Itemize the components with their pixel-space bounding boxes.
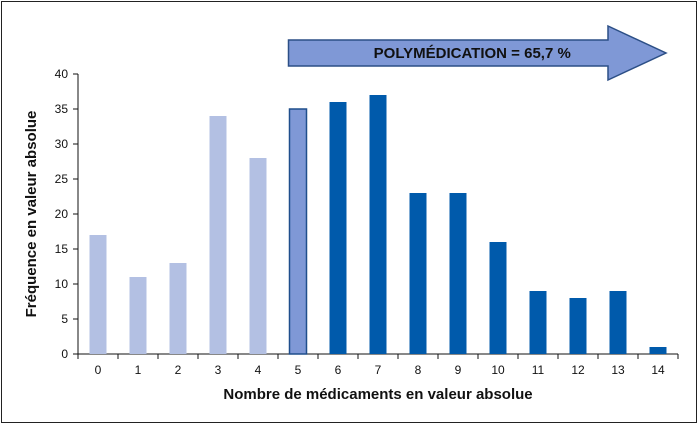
y-tick-label: 35: [55, 102, 69, 116]
bar: [329, 102, 347, 354]
y-axis: 0 5 10 15 20 25 30 35 40: [55, 67, 79, 361]
bar: [288, 108, 308, 355]
x-tick-label: 4: [255, 363, 262, 377]
x-axis: 0 1 2 3 4 5 6 7 8 9 10 11 12 13 14: [77, 353, 679, 377]
bar: [489, 242, 507, 354]
bar: [409, 193, 427, 354]
y-tick-label: 20: [55, 207, 69, 221]
bar: [649, 347, 667, 354]
x-tick-label: 11: [532, 363, 545, 377]
bar: [369, 95, 387, 354]
x-tick-label: 14: [651, 363, 665, 377]
x-tick-label: 2: [175, 363, 182, 377]
x-tick-label: 13: [611, 363, 625, 377]
bar: [609, 291, 627, 354]
x-tick-label: 10: [491, 363, 505, 377]
x-tick-label: 1: [135, 363, 142, 377]
x-tick-label: 6: [335, 363, 342, 377]
bar: [129, 277, 147, 354]
y-tick-label: 5: [61, 312, 68, 326]
bar: [209, 116, 227, 354]
bar: [169, 263, 187, 354]
y-tick-label: 0: [61, 347, 68, 361]
x-tick-label: 9: [455, 363, 462, 377]
y-tick-label: 15: [55, 242, 69, 256]
bar: [529, 291, 547, 354]
y-tick-label: 30: [55, 137, 69, 151]
bar: [569, 298, 587, 354]
y-tick-label: 10: [55, 277, 69, 291]
x-axis-title: Nombre de médicaments en valeur absolue: [223, 386, 532, 403]
y-axis-title: Fréquence en valeur absolue: [23, 111, 40, 318]
x-tick-label: 12: [571, 363, 585, 377]
arrow-shape: [287, 24, 668, 82]
x-tick-label: 3: [215, 363, 222, 377]
bar: [249, 158, 267, 354]
bars: [89, 95, 667, 355]
y-tick-label: 40: [55, 67, 69, 81]
x-tick-label: 7: [375, 363, 382, 377]
bar: [89, 235, 107, 354]
bar: [449, 193, 467, 354]
y-tick-label: 25: [55, 172, 69, 186]
x-tick-label: 5: [295, 363, 302, 377]
x-tick-label: 8: [415, 363, 422, 377]
polymedication-arrow: POLYMÉDICATION = 65,7 %: [287, 24, 668, 82]
arrow-label: POLYMÉDICATION = 65,7 %: [374, 45, 571, 62]
x-tick-label: 0: [95, 363, 102, 377]
